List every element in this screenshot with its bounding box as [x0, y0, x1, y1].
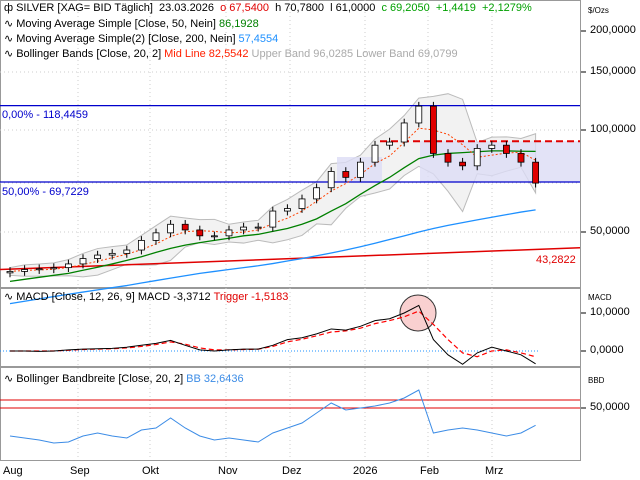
x-tick: Aug [3, 465, 23, 477]
x-tick: 2026 [353, 465, 378, 477]
fib-label-top: 0,00% - 118,4459 [2, 109, 89, 121]
x-tick: Feb [420, 465, 439, 477]
candle [298, 198, 306, 209]
candle [532, 161, 539, 184]
candle [108, 252, 116, 256]
candle [254, 226, 262, 229]
candle [400, 122, 408, 143]
candle [123, 249, 131, 254]
candle [225, 229, 233, 237]
candle [429, 105, 437, 154]
candle [167, 223, 175, 234]
x-tick: Mrz [485, 465, 504, 477]
trendline [0, 247, 581, 271]
macd-legend[interactable]: ∿ MACD [Close, 12, 26, 9] MACD -3,3712 Trig… [4, 291, 289, 303]
indicator-icon: ∿ [4, 18, 14, 30]
price-tick: 50,0000 [590, 225, 630, 237]
price-tick: 150,0000 [590, 65, 636, 77]
bbw-unit: BBD [588, 376, 605, 385]
bbw-line [9, 389, 536, 444]
candle [181, 223, 189, 231]
trigger-line [10, 310, 536, 358]
candle [240, 226, 248, 231]
candle [502, 144, 510, 154]
candle [313, 187, 321, 200]
candle [79, 258, 87, 265]
candle [283, 208, 291, 212]
candle [371, 144, 379, 163]
candle [21, 269, 29, 272]
x-tick: Okt [142, 465, 160, 477]
ma50-legend[interactable]: ∿ Moving Average Simple [Close, 50, Nein]… [4, 18, 259, 30]
panel-frame [0, 367, 581, 461]
candle [6, 271, 14, 274]
candle [473, 148, 481, 167]
bbw-legend[interactable]: ∿ Bollinger Bandbreite [Close, 20, 2] BB 3… [4, 373, 244, 385]
ma200-legend[interactable]: ∿ Moving Average Simple(2) [Close, 200, N… [4, 33, 279, 45]
candle-icon: ф [4, 2, 14, 14]
candle [488, 144, 496, 149]
candle [415, 105, 423, 124]
trendline-label: 43,2822 [536, 254, 576, 266]
candle [517, 153, 525, 163]
range-box [420, 141, 580, 182]
highlight-circle [399, 294, 437, 332]
candle [459, 161, 467, 167]
x-tick: Dez [282, 465, 302, 477]
indicator-icon: ∿ [4, 33, 14, 45]
bb-legend[interactable]: ∿ Bollinger Bands [Close, 20, 2] Mid Line … [4, 48, 458, 60]
candle [35, 268, 43, 271]
price-tick: 100,0000 [590, 123, 636, 135]
candle [196, 229, 204, 237]
price-tick: 200,0000 [590, 24, 636, 36]
indicator-icon: ∿ [4, 48, 14, 60]
candle [94, 254, 101, 259]
candle [327, 171, 335, 189]
macd-tick: 10,0000 [590, 306, 630, 318]
bbw-tick: 50,0000 [590, 401, 630, 413]
candle [269, 210, 277, 228]
macd-tick: 0,0000 [590, 344, 624, 356]
candle [152, 232, 160, 241]
macd-unit: MACD [588, 293, 612, 302]
candle [342, 171, 350, 178]
x-tick: Sep [70, 465, 90, 477]
candle [386, 141, 394, 146]
indicator-icon: ∿ [4, 373, 14, 385]
candle [356, 161, 364, 178]
candle [137, 240, 145, 251]
candle [50, 267, 58, 270]
ma200-line [9, 209, 536, 305]
candle [444, 153, 452, 163]
x-tick: Nov [218, 465, 238, 477]
indicator-icon: ∿ [4, 291, 14, 303]
candle [65, 263, 72, 269]
fib-label-mid: 50,00% - 69,7229 [2, 186, 89, 198]
price-unit: $/Ozs [588, 6, 609, 15]
macd-line [10, 304, 536, 365]
candle [210, 235, 218, 238]
price-legend: ф SILVER [XAG= BID Täglich] 23.03.2026 o … [4, 2, 532, 14]
